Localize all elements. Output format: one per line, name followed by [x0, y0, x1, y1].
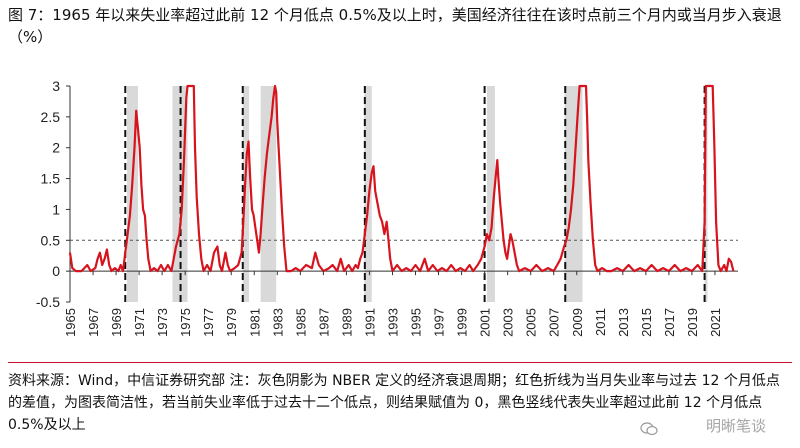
- x-tick-label: 1999: [455, 308, 470, 337]
- y-tick-label: 2.5: [41, 109, 61, 125]
- x-tick-label: 2011: [593, 308, 608, 336]
- y-tick-label: 0.5: [41, 232, 61, 248]
- x-tick-label: 1997: [432, 308, 447, 337]
- x-tick-label: 1985: [293, 308, 308, 337]
- x-tick-label: 2009: [570, 308, 585, 337]
- chart: -0.500.511.522.53 1965 1967 1969 1971 1973 19…: [36, 78, 738, 337]
- x-tick-label: 2015: [639, 308, 654, 337]
- x-tick-label: 2001: [478, 308, 493, 337]
- x-tick-label: 1973: [155, 308, 170, 337]
- x-tick-label: 2005: [524, 308, 539, 337]
- x-tick-label: 1981: [247, 308, 262, 337]
- series-line: [68, 84, 735, 273]
- x-tick-label: 1993: [385, 308, 400, 337]
- x-tick-label: 1991: [362, 308, 377, 337]
- x-tick-label: 1965: [63, 308, 78, 337]
- unemployment-gap-line: [68, 84, 735, 273]
- x-tick-label: 1969: [109, 308, 124, 337]
- y-tick-label: 1.5: [41, 171, 61, 187]
- source-note: 资料来源：Wind，中信证券研究部 注：灰色阴影为 NBER 定义的经济衰退周期…: [8, 373, 780, 433]
- x-tick-label: 2019: [685, 308, 700, 337]
- x-tick-label: 1983: [270, 308, 285, 337]
- x-tick-label: 2007: [547, 308, 562, 337]
- y-tick-label: 1: [52, 201, 60, 217]
- x-tick-label: 1979: [224, 308, 239, 337]
- axes: [69, 86, 738, 302]
- y-tick-label: -0.5: [36, 294, 60, 310]
- recession-band: [486, 86, 495, 302]
- x-tick-label: 2013: [616, 308, 631, 337]
- footer-divider: [8, 362, 792, 363]
- x-tick-label: 2017: [662, 308, 677, 337]
- y-tick-label: 3: [52, 78, 60, 94]
- x-tick-label: 1987: [316, 308, 331, 337]
- x-tick-label: 2021: [708, 308, 723, 337]
- y-axis-ticks: -0.5 0 0.5 1 1.5 2 2.5 3: [36, 78, 70, 310]
- y-tick-label: 2: [52, 140, 60, 156]
- chart-title: 图 7：1965 年以来失业率超过此前 12 个月低点 0.5%及以上时，美国经…: [8, 6, 782, 46]
- x-tick-label: 1989: [339, 308, 354, 337]
- recession-band: [704, 86, 708, 302]
- x-tick-label: 1977: [201, 308, 216, 337]
- x-tick-label: 1975: [178, 308, 193, 337]
- watermark: 明晰笔谈: [705, 417, 766, 435]
- x-tick-label: 2003: [501, 308, 516, 337]
- recession-band: [242, 86, 250, 302]
- wechat-icon: [640, 422, 658, 436]
- x-axis-ticks: 1965 1967 1969 1971 1973 1975 1977 1979 1981 1983…: [63, 271, 723, 337]
- recession-band: [260, 86, 277, 302]
- y-tick-label: 0: [52, 263, 60, 279]
- x-tick-label: 1971: [132, 308, 147, 337]
- x-tick-label: 1995: [409, 308, 424, 337]
- recession-band: [564, 86, 583, 302]
- x-tick-label: 1967: [86, 308, 101, 337]
